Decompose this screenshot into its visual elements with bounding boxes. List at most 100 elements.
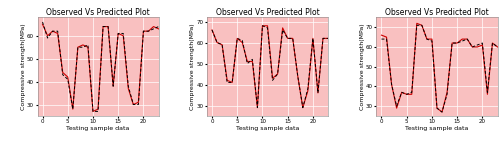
Observed: [490, 42, 496, 44]
Observed: [70, 108, 76, 110]
Observed: [75, 46, 81, 48]
predicted: [310, 38, 316, 39]
Observed: [320, 38, 326, 39]
predicted: [44, 37, 51, 39]
Observed: [40, 23, 46, 25]
Observed: [280, 27, 285, 29]
Observed: [398, 91, 404, 93]
Observed: [378, 34, 384, 36]
Observed: [214, 42, 220, 44]
predicted: [490, 42, 496, 44]
predicted: [398, 91, 404, 93]
predicted: [95, 110, 101, 112]
predicted: [234, 38, 240, 39]
Observed: [484, 93, 490, 95]
Observed: [270, 77, 276, 79]
Observed: [384, 36, 390, 38]
predicted: [280, 29, 285, 31]
Line: Observed: Observed: [212, 26, 328, 108]
Observed: [454, 42, 460, 44]
Observed: [95, 108, 101, 110]
predicted: [274, 73, 280, 75]
predicted: [305, 88, 311, 90]
predicted: [449, 42, 455, 44]
predicted: [60, 74, 66, 76]
predicted: [126, 85, 132, 87]
Observed: [325, 38, 331, 39]
predicted: [378, 38, 384, 40]
predicted: [459, 40, 465, 42]
predicted: [105, 26, 111, 27]
Line: Observed: Observed: [42, 24, 158, 111]
predicted: [90, 110, 96, 112]
Observed: [234, 38, 240, 39]
Observed: [219, 44, 225, 46]
Observed: [474, 46, 480, 48]
Observed: [244, 61, 250, 62]
X-axis label: Testing sample data: Testing sample data: [406, 126, 468, 131]
predicted: [480, 42, 486, 44]
Observed: [284, 38, 290, 39]
predicted: [156, 26, 162, 27]
Line: Observed: Observed: [382, 23, 498, 112]
Observed: [388, 84, 394, 85]
predicted: [404, 93, 409, 95]
Observed: [250, 61, 256, 62]
Y-axis label: Compressive strength(MPa): Compressive strength(MPa): [360, 23, 364, 110]
predicted: [240, 40, 246, 41]
predicted: [320, 38, 326, 39]
Observed: [434, 107, 440, 109]
predicted: [270, 79, 276, 81]
Observed: [44, 35, 51, 37]
predicted: [146, 30, 152, 32]
Line: predicted: predicted: [42, 22, 158, 111]
predicted: [419, 24, 425, 26]
predicted: [229, 82, 235, 83]
predicted: [444, 93, 450, 95]
predicted: [250, 58, 256, 60]
predicted: [54, 30, 60, 32]
Observed: [120, 35, 126, 37]
Title: Observed Vs Predicted Plot: Observed Vs Predicted Plot: [216, 8, 320, 17]
predicted: [295, 75, 301, 77]
Observed: [65, 76, 71, 78]
Observed: [444, 91, 450, 93]
X-axis label: Testing sample data: Testing sample data: [66, 126, 130, 131]
predicted: [75, 46, 81, 48]
Line: predicted: predicted: [382, 25, 498, 112]
predicted: [70, 108, 76, 110]
predicted: [414, 24, 420, 26]
Y-axis label: Compressive strength(MPa): Compressive strength(MPa): [190, 23, 195, 110]
Observed: [136, 101, 141, 103]
predicted: [260, 25, 266, 27]
Observed: [85, 46, 91, 48]
predicted: [224, 82, 230, 83]
predicted: [470, 46, 476, 48]
predicted: [409, 91, 415, 93]
predicted: [464, 38, 470, 40]
Observed: [130, 104, 136, 105]
predicted: [219, 44, 225, 46]
predicted: [384, 38, 390, 40]
predicted: [284, 38, 290, 39]
Observed: [110, 85, 116, 87]
Y-axis label: Compressive strength(MPa): Compressive strength(MPa): [20, 23, 25, 110]
predicted: [50, 30, 56, 32]
Observed: [470, 46, 476, 48]
predicted: [40, 21, 46, 23]
predicted: [494, 46, 500, 48]
Observed: [424, 38, 430, 40]
Observed: [480, 44, 486, 46]
predicted: [65, 78, 71, 80]
Observed: [260, 25, 266, 27]
Observed: [439, 111, 445, 113]
Observed: [224, 79, 230, 81]
Observed: [449, 42, 455, 44]
predicted: [434, 107, 440, 109]
predicted: [315, 92, 321, 94]
Observed: [209, 29, 215, 31]
predicted: [290, 38, 296, 39]
predicted: [209, 29, 215, 31]
Observed: [419, 24, 425, 26]
predicted: [100, 26, 106, 27]
